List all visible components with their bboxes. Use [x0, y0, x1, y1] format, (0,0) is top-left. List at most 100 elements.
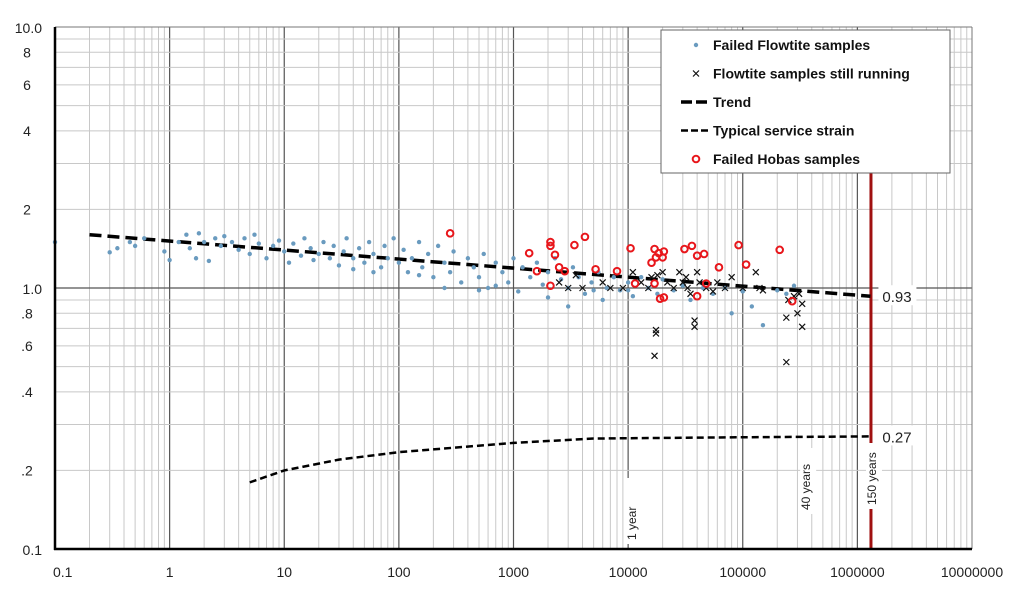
y-tick-label: 2: [23, 201, 31, 217]
flowtite-failed-point: [298, 253, 304, 258]
flowtite-failed-point: [425, 251, 431, 257]
flowtite-running-point: [572, 271, 580, 279]
flowtite-failed-point: [485, 285, 491, 291]
flowtite-failed-point: [493, 260, 498, 265]
marker-label-bg: [865, 443, 882, 509]
hobas-failed-point: [741, 260, 751, 269]
flowtite-running-point: [599, 279, 607, 286]
hobas-failed-point: [580, 232, 590, 242]
legend-ring-icon: [691, 154, 701, 164]
flowtite-failed-point: [371, 251, 376, 257]
flowtite-failed-point: [420, 265, 425, 270]
flowtite-failed-point: [176, 239, 181, 245]
flowtite-failed-point: [582, 291, 588, 297]
flowtite-failed-point: [540, 282, 545, 287]
flowtite-failed-point: [282, 249, 287, 254]
hobas-failed-point: [612, 266, 622, 276]
hobas-failed-point: [692, 291, 702, 301]
flowtite-failed-point: [391, 236, 396, 241]
flowtite-failed-point: [401, 247, 406, 253]
flowtite-failed-point: [141, 236, 147, 241]
hobas-failed-point: [650, 279, 659, 288]
hobas-failed-point: [630, 279, 640, 288]
y-tick-label: 6: [23, 77, 31, 93]
annotations: 0.93 0.27: [878, 285, 917, 446]
marker-label-bg: [626, 478, 643, 544]
flowtite-failed-point: [321, 239, 326, 245]
time-marker-label: 150 years: [865, 452, 879, 505]
flowtite-running-point: [653, 271, 661, 279]
hobas-failed-point: [680, 244, 689, 254]
flowtite-failed-point: [311, 257, 316, 263]
flowtite-running-point: [798, 300, 806, 308]
flowtite-failed-point: [308, 246, 313, 251]
flowtite-failed-point: [291, 241, 296, 246]
flowtite-failed-point: [351, 267, 356, 272]
flowtite-failed-point: [382, 243, 387, 249]
flowtite-failed-point: [447, 269, 453, 275]
annotation-bg: [878, 425, 917, 446]
flowtite-failed-point: [416, 239, 422, 245]
flowtite-running-point: [696, 279, 703, 286]
flowtite-failed-point: [167, 257, 172, 263]
flowtite-failed-point: [162, 249, 167, 254]
annotation-service_end: 0.27: [882, 429, 911, 446]
trend-line: [89, 232, 871, 298]
flowtite-failed-point: [351, 256, 356, 261]
y-tick-label: .6: [21, 338, 33, 354]
flowtite-running-point: [663, 279, 671, 286]
flowtite-failed-point: [132, 243, 138, 249]
hobas-failed-point: [570, 240, 579, 250]
flowtite-failed-point: [784, 291, 789, 297]
flowtite-failed-point: [493, 283, 498, 288]
flowtite-running-point: [782, 358, 790, 366]
flowtite-failed-point: [591, 288, 596, 293]
hobas-failed-point: [734, 240, 743, 250]
flowtite-failed-point: [247, 251, 252, 257]
flowtite-failed-point: [276, 238, 282, 243]
hobas-failed-point: [787, 296, 797, 306]
flowtite-failed-point: [749, 304, 755, 309]
flowtite-running-point: [721, 284, 729, 292]
flowtite-failed-point: [611, 274, 617, 280]
flowtite-failed-point: [545, 269, 551, 275]
flowtite-failed-point: [565, 304, 571, 309]
flowtite-running-point: [564, 284, 572, 292]
flowtite-running-point: [659, 268, 667, 276]
flowtite-failed-point: [558, 277, 564, 282]
flowtite-failed-point: [570, 265, 576, 270]
tick-labels: 0.1 1 10 100 1000 10000 100000 1000000 10000000 1…: [15, 20, 1004, 580]
flowtite-failed-point: [625, 288, 631, 293]
y-tick-label: .4: [21, 384, 33, 400]
annotation-trend_end: 0.93: [882, 289, 911, 306]
legend-label-service: Typical service strain: [713, 123, 854, 139]
legend-label-trend: Trend: [713, 94, 751, 110]
flowtite-failed-point: [775, 288, 780, 293]
flowtite-failed-point: [589, 280, 594, 285]
flowtite-failed-point: [201, 239, 207, 245]
flowtite-running-point: [579, 284, 586, 292]
flowtite-failed-point: [729, 311, 734, 316]
flowtite-running-point: [691, 323, 699, 331]
axes: [53, 27, 972, 551]
flowtite-failed-point: [688, 297, 693, 303]
flowtite-running-point: [709, 288, 717, 295]
x-tick-label: 1000000: [830, 564, 885, 580]
legend-cross-icon: [692, 70, 700, 77]
data-points: [52, 229, 806, 366]
flowtite-failed-point: [356, 246, 362, 251]
flowtite-failed-point: [302, 236, 307, 241]
x-tick-label: 100: [387, 564, 411, 580]
flowtite-failed-point: [534, 260, 540, 265]
flowtite-failed-point: [638, 274, 644, 280]
x-tick-label: 1000: [498, 564, 529, 580]
flowtite-failed-point: [660, 277, 665, 282]
y-tick-label: .2: [21, 462, 33, 478]
legend-dot-icon: [693, 42, 699, 48]
legend: Failed Flowtite samples Flowtite samples …: [660, 29, 951, 174]
hobas-failed-point: [701, 279, 711, 288]
flowtite-failed-point: [506, 280, 511, 285]
flowtite-running-point: [752, 268, 760, 276]
flowtite-failed-point: [442, 260, 447, 265]
